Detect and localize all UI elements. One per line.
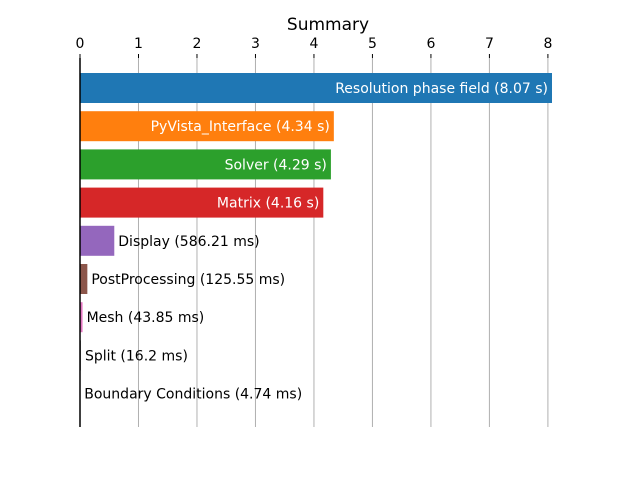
value-label: Display (586.21 ms) xyxy=(118,234,259,250)
chart-title: Summary xyxy=(287,15,369,35)
bar xyxy=(80,264,88,294)
x-tick-label: 5 xyxy=(368,36,377,52)
bar xyxy=(80,225,115,256)
value-label: Split (16.2 ms) xyxy=(85,348,188,364)
value-label: PostProcessing (125.55 ms) xyxy=(91,272,285,288)
x-tick-label: 7 xyxy=(485,36,494,52)
value-label: Boundary Conditions (4.74 ms) xyxy=(84,387,302,403)
bar xyxy=(80,302,83,333)
bar xyxy=(80,149,331,180)
x-tick-label: 1 xyxy=(134,36,143,52)
bar xyxy=(80,73,552,103)
x-tick-label: 6 xyxy=(426,36,435,52)
x-tick-label: 8 xyxy=(543,36,552,52)
value-label: Mesh (43.85 ms) xyxy=(87,310,205,326)
value-label: Resolution phase field (8.07 s) xyxy=(335,81,548,97)
value-label: PyVista_Interface (4.34 s) xyxy=(151,119,330,135)
x-tick-label: 4 xyxy=(309,36,318,52)
value-label: Solver (4.29 s) xyxy=(225,157,327,173)
value-label: Matrix (4.16 s) xyxy=(217,196,319,212)
x-tick-label: 2 xyxy=(193,36,202,52)
x-tick-label: 3 xyxy=(251,36,260,52)
x-tick-label: 0 xyxy=(76,36,85,52)
bar xyxy=(80,187,324,218)
bar xyxy=(80,111,334,142)
